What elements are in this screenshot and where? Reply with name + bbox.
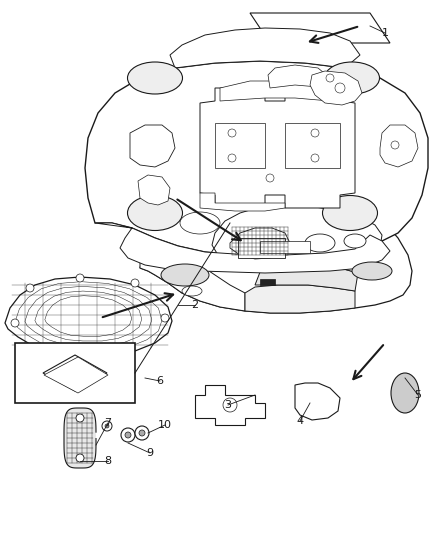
Polygon shape [220, 81, 330, 101]
Polygon shape [140, 248, 245, 311]
Polygon shape [285, 123, 340, 168]
Text: 4: 4 [297, 416, 304, 426]
Polygon shape [230, 228, 290, 259]
Polygon shape [215, 123, 265, 168]
Circle shape [335, 83, 345, 93]
Text: 1: 1 [381, 28, 389, 38]
Ellipse shape [325, 62, 379, 94]
Polygon shape [195, 385, 265, 425]
Polygon shape [310, 71, 362, 105]
Ellipse shape [305, 234, 335, 252]
Text: 7: 7 [104, 418, 112, 428]
Circle shape [139, 430, 145, 436]
Circle shape [266, 174, 274, 182]
Circle shape [76, 274, 84, 282]
Circle shape [125, 432, 131, 438]
Circle shape [76, 414, 84, 422]
Circle shape [223, 398, 237, 412]
Polygon shape [260, 279, 275, 285]
Ellipse shape [322, 196, 378, 230]
Circle shape [311, 129, 319, 137]
Polygon shape [200, 88, 355, 208]
Polygon shape [130, 125, 175, 167]
Ellipse shape [161, 264, 209, 286]
Polygon shape [95, 223, 390, 273]
Polygon shape [260, 241, 310, 253]
Circle shape [311, 154, 319, 162]
Ellipse shape [180, 212, 220, 234]
Circle shape [121, 428, 135, 442]
Circle shape [161, 314, 169, 322]
Polygon shape [295, 383, 340, 420]
Ellipse shape [344, 234, 366, 248]
Text: 9: 9 [146, 448, 154, 458]
Circle shape [228, 154, 236, 162]
Circle shape [76, 454, 84, 462]
Text: 10: 10 [158, 420, 172, 430]
Polygon shape [380, 125, 418, 167]
Polygon shape [44, 357, 108, 393]
Bar [15, 343, 135, 403]
Polygon shape [255, 265, 358, 291]
Circle shape [326, 74, 334, 82]
Ellipse shape [127, 196, 183, 230]
Circle shape [11, 319, 19, 327]
Polygon shape [85, 61, 428, 256]
Text: 3: 3 [225, 400, 232, 410]
Polygon shape [268, 65, 330, 88]
Circle shape [131, 279, 139, 287]
Polygon shape [245, 285, 355, 313]
Polygon shape [250, 13, 390, 43]
Ellipse shape [352, 262, 392, 280]
Polygon shape [238, 238, 285, 258]
Circle shape [391, 141, 399, 149]
Ellipse shape [391, 373, 419, 413]
Text: 6: 6 [156, 376, 163, 386]
Text: 5: 5 [414, 390, 421, 400]
Polygon shape [43, 355, 107, 391]
Polygon shape [212, 205, 382, 273]
Circle shape [105, 424, 109, 428]
Polygon shape [170, 28, 360, 68]
Polygon shape [5, 277, 172, 355]
Polygon shape [138, 175, 170, 205]
Circle shape [228, 129, 236, 137]
Circle shape [135, 426, 149, 440]
Polygon shape [200, 193, 285, 211]
Circle shape [26, 284, 34, 292]
Ellipse shape [182, 286, 202, 296]
Ellipse shape [127, 62, 183, 94]
Text: 2: 2 [191, 300, 198, 310]
Polygon shape [140, 191, 412, 313]
Text: 8: 8 [104, 456, 112, 466]
Circle shape [102, 421, 112, 431]
